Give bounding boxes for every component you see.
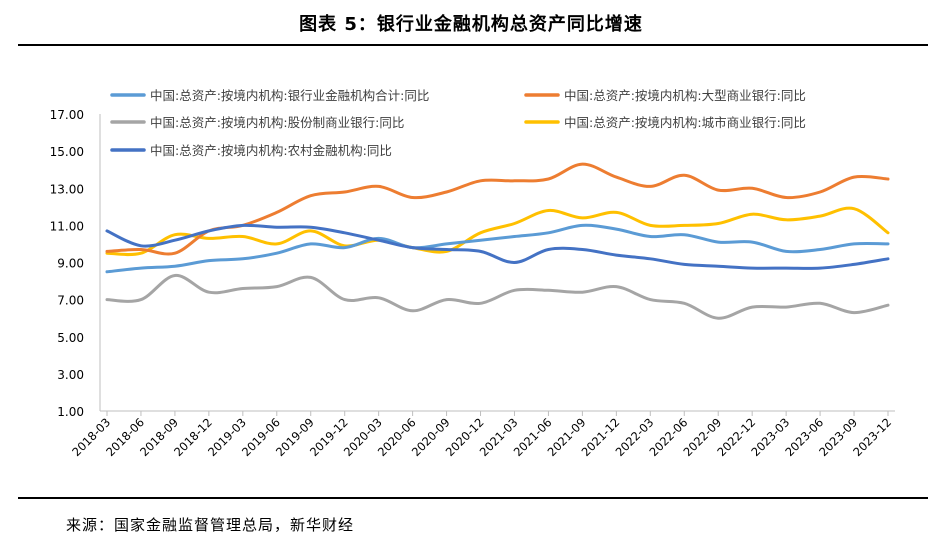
y-tick-label: 5.00 [57,331,84,345]
legend-label-5: 中国:总资产:按境内机构:农村金融机构:同比 [150,143,392,158]
y-tick-label: 17.00 [50,108,84,122]
legend-label-3: 中国:总资产:按境内机构:股份制商业银行:同比 [150,115,404,130]
chart-axes [99,114,895,412]
bottom-divider [18,497,928,499]
legend-label-1: 中国:总资产:按境内机构:银行业金融机构合计:同比 [150,88,429,103]
series-line-2 [105,162,890,256]
y-tick-label: 11.00 [50,219,84,233]
legend-label-2: 中国:总资产:按境内机构:大型商业银行:同比 [564,88,806,103]
y-tick-label: 7.00 [57,294,84,308]
y-tick-label: 13.00 [50,182,84,196]
series-line-4 [105,206,890,257]
y-tick-label: 9.00 [57,257,84,271]
x-axis-ticks: 2018-032018-062018-092018-122019-032019-… [69,411,894,459]
y-tick-label: 3.00 [57,368,84,382]
chart-title: 图表 5：银行业金融机构总资产同比增速 [299,14,643,35]
series-lines [105,162,890,320]
y-tick-label: 1.00 [57,405,84,419]
source-note: 来源：国家金融监督管理总局，新华财经 [66,516,355,534]
y-axis-ticks: 1.00 3.00 5.00 7.00 9.00 11.00 13.00 15.00 17.00 [50,108,84,419]
top-divider [18,44,928,46]
series-line-5 [105,223,890,270]
legend: 中国:总资产:按境内机构:银行业金融机构合计:同比 中国:总资产:按境内机构:大型… [110,88,806,158]
series-line-1 [105,223,890,274]
series-line-3 [105,273,890,320]
y-tick-label: 15.00 [50,145,84,159]
legend-label-4: 中国:总资产:按境内机构:城市商业银行:同比 [564,115,806,130]
